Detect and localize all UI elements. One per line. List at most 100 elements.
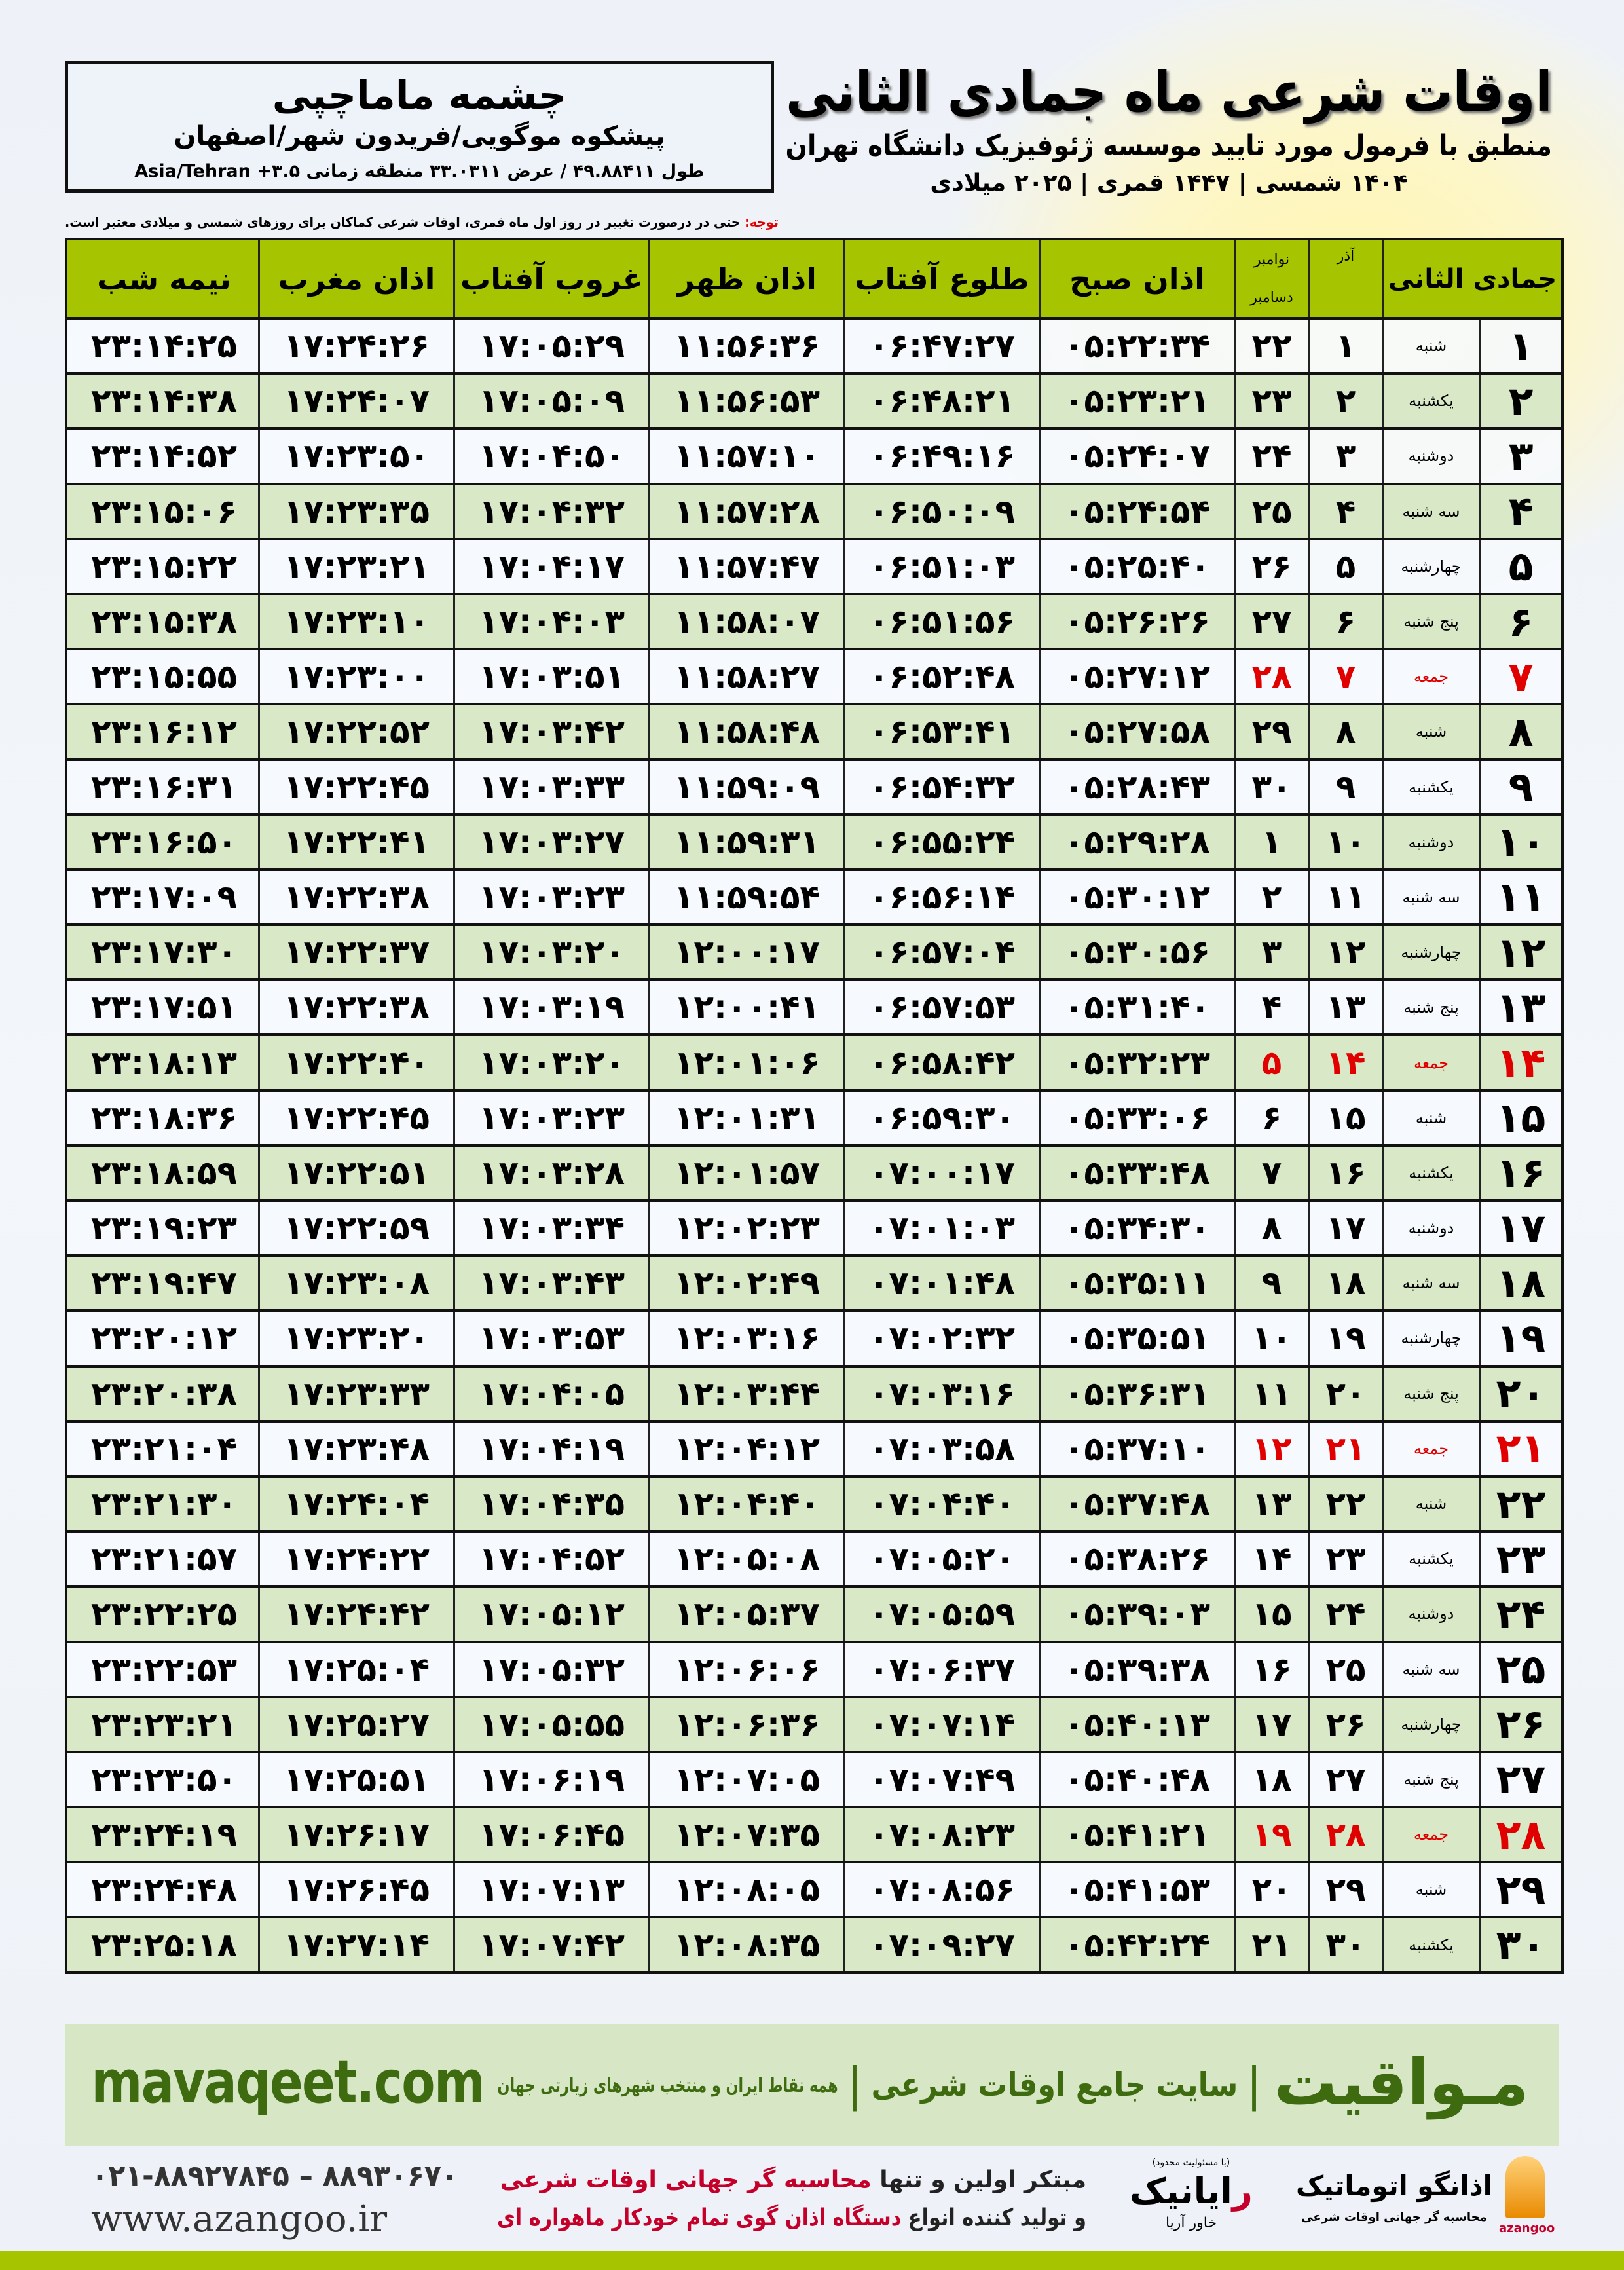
azar-day: ۱۸: [1308, 1257, 1382, 1310]
fajr-time: ۰۵:۳۳:۴۸: [1039, 1146, 1234, 1199]
sunrise-time: ۰۶:۵۷:۰۴: [843, 926, 1039, 979]
midnight-time: ۲۳:۲۱:۰۴: [90, 1429, 238, 1468]
line1-prefix: مبتکر اولین و تنها: [871, 2167, 1086, 2193]
gregorian-day: ۱۱: [1234, 1367, 1308, 1420]
dhuhr-time: ۱۲:۰۸:۰۵: [648, 1863, 843, 1916]
azar-day: ۸: [1308, 705, 1382, 758]
table-header-row: جمادی الثانی آذر نوامبر دسامبر اذان صبح …: [67, 240, 1561, 317]
table-row: ۱۷ دوشنبه ۱۷ ۸ ۰۵:۳۴:۳۰ ۰۷:۰۱:۰۳ ۱۲:۰۲:۲۳ ۱۷:۰۳…: [67, 1199, 1561, 1255]
azar-day: ۱۱: [1308, 870, 1382, 924]
weekday: سه شنبه: [1382, 1257, 1479, 1310]
azar-day: ۲۲: [1308, 1477, 1382, 1531]
sunset-time: ۱۷:۰۳:۵۱: [453, 650, 648, 703]
midnight-time: ۲۳:۱۶:۳۱: [90, 768, 238, 806]
fajr-time: ۰۵:۲۷:۵۸: [1039, 705, 1234, 758]
midnight-time: ۲۳:۲۳:۲۱: [90, 1705, 238, 1743]
gregorian-day: ۱: [1234, 815, 1308, 868]
gregorian-day: ۲۷: [1234, 595, 1308, 648]
maghrib-time: ۱۷:۲۲:۵۲: [258, 705, 453, 758]
dhuhr-time: ۱۱:۵۶:۳۶: [648, 320, 843, 373]
weekday: یکشنبه: [1382, 1918, 1479, 1971]
location-box: چشمه ماماچپی پیشکوه موگویی/فریدون شهر/اص…: [65, 61, 774, 193]
midnight-time: ۲۳:۱۶:۵۰: [90, 823, 238, 861]
table-row: ۲۵ سه شنبه ۲۵ ۱۶ ۰۵:۳۹:۳۸ ۰۷:۰۶:۳۷ ۱۲:۰۶:۰۶ ۱۷:…: [67, 1640, 1561, 1696]
hijri-day: ۱۲: [1479, 926, 1561, 979]
bottom-stripe: [0, 2251, 1624, 2270]
dhuhr-time: ۱۲:۰۷:۰۵: [648, 1753, 843, 1806]
sunset-time: ۱۷:۰۵:۲۹: [453, 320, 648, 373]
sunset-time: ۱۷:۰۴:۳۵: [453, 1477, 648, 1531]
sunset-time: ۱۷:۰۴:۱۷: [453, 540, 648, 593]
maghrib-time: ۱۷:۲۳:۲۰: [258, 1312, 453, 1365]
midnight-time: ۲۳:۲۲:۵۳: [90, 1650, 238, 1688]
gregorian-day: ۱۷: [1234, 1698, 1308, 1751]
hijri-day: ۲۳: [1479, 1533, 1561, 1586]
azar-day: ۲۳: [1308, 1533, 1382, 1586]
gregorian-day: ۲۴: [1234, 430, 1308, 483]
sunrise-time: ۰۶:۵۰:۰۹: [843, 485, 1039, 538]
rayanik-note: (با مسئولیت محدود): [1152, 2157, 1230, 2168]
weekday: پنج شنبه: [1382, 595, 1479, 648]
gregorian-day: ۹: [1234, 1257, 1308, 1310]
maghrib-time: ۱۷:۲۵:۲۷: [258, 1698, 453, 1751]
table-row: ۲۰ پنج شنبه ۲۰ ۱۱ ۰۵:۳۶:۳۱ ۰۷:۰۳:۱۶ ۱۲:۰۳:۴۴ ۱۷…: [67, 1364, 1561, 1420]
azar-day: ۳۰: [1308, 1918, 1382, 1971]
sunrise-time: ۰۶:۴۷:۲۷: [843, 320, 1039, 373]
header-fajr: اذان صبح: [1039, 240, 1234, 317]
azar-day: ۲۰: [1308, 1367, 1382, 1420]
gregorian-day: ۲: [1234, 870, 1308, 924]
hijri-day: ۵: [1479, 540, 1561, 593]
maghrib-time: ۱۷:۲۲:۵۱: [258, 1146, 453, 1199]
weekday: شنبه: [1382, 1091, 1479, 1144]
weekday: چهارشنبه: [1382, 1312, 1479, 1365]
sunset-time: ۱۷:۰۳:۲۳: [453, 870, 648, 924]
fajr-time: ۰۵:۲۴:۰۷: [1039, 430, 1234, 483]
weekday: شنبه: [1382, 705, 1479, 758]
weekday: جمعه: [1382, 1422, 1479, 1475]
azar-day: ۲۸: [1308, 1808, 1382, 1861]
dhuhr-time: ۱۲:۰۰:۱۷: [648, 926, 843, 979]
fajr-time: ۰۵:۲۳:۲۱: [1039, 375, 1234, 428]
gregorian-day: ۵: [1234, 1036, 1308, 1089]
weekday: دوشنبه: [1382, 430, 1479, 483]
table-row: ۲۷ پنج شنبه ۲۷ ۱۸ ۰۵:۴۰:۴۸ ۰۷:۰۷:۴۹ ۱۲:۰۷:۰۵ ۱۷…: [67, 1750, 1561, 1806]
gregorian-day: ۱۴: [1234, 1533, 1308, 1586]
sunset-time: ۱۷:۰۴:۱۹: [453, 1422, 648, 1475]
hijri-day: ۲۸: [1479, 1808, 1561, 1861]
weekday: یکشنبه: [1382, 1146, 1479, 1199]
hijri-day: ۱۷: [1479, 1202, 1561, 1255]
hijri-day: ۱۱: [1479, 870, 1561, 924]
fajr-time: ۰۵:۴۱:۲۱: [1039, 1808, 1234, 1861]
midnight-time: ۲۳:۱۷:۵۱: [90, 988, 238, 1027]
dhuhr-time: ۱۱:۵۷:۴۷: [648, 540, 843, 593]
fajr-time: ۰۵:۴۱:۵۳: [1039, 1863, 1234, 1916]
dhuhr-time: ۱۱:۵۸:۰۷: [648, 595, 843, 648]
fajr-time: ۰۵:۳۵:۱۱: [1039, 1257, 1234, 1310]
dhuhr-time: ۱۲:۰۵:۳۷: [648, 1588, 843, 1641]
maghrib-time: ۱۷:۲۳:۰۸: [258, 1257, 453, 1310]
header-maghrib: اذان مغرب: [258, 240, 453, 317]
dhuhr-time: ۱۱:۵۶:۵۳: [648, 375, 843, 428]
maghrib-time: ۱۷:۲۶:۴۵: [258, 1863, 453, 1916]
separator: |: [847, 2058, 862, 2112]
dhuhr-time: ۱۱:۵۷:۱۰: [648, 430, 843, 483]
sunset-time: ۱۷:۰۳:۲۰: [453, 1036, 648, 1089]
table-row: ۲۸ جمعه ۲۸ ۱۹ ۰۵:۴۱:۲۱ ۰۷:۰۸:۲۳ ۱۲:۰۷:۳۵ ۱۷:۰۶:…: [67, 1806, 1561, 1861]
header-november: نوامبر: [1253, 251, 1290, 268]
sunrise-time: ۰۷:۰۴:۴۰: [843, 1477, 1039, 1531]
hijri-day: ۳: [1479, 430, 1561, 483]
weekday: یکشنبه: [1382, 1533, 1479, 1586]
sunset-time: ۱۷:۰۳:۲۳: [453, 1091, 648, 1144]
sunset-time: ۱۷:۰۳:۳۴: [453, 1202, 648, 1255]
weekday: سه شنبه: [1382, 485, 1479, 538]
dhuhr-time: ۱۱:۵۹:۰۹: [648, 760, 843, 813]
title-block: اوقات شرعی ماه جمادی الثانی منطبق با فرم…: [786, 58, 1552, 200]
fajr-time: ۰۵:۴۲:۲۴: [1039, 1918, 1234, 1971]
azar-day: ۲۷: [1308, 1753, 1382, 1806]
gregorian-day: ۶: [1234, 1091, 1308, 1144]
banner-url-link[interactable]: mavaqeet.com: [91, 2048, 485, 2117]
table-row: ۱۴ جمعه ۱۴ ۵ ۰۵:۳۲:۲۳ ۰۶:۵۸:۴۲ ۱۲:۰۱:۰۶ ۱۷:۰۳:۲…: [67, 1033, 1561, 1089]
dhuhr-time: ۱۱:۵۷:۲۸: [648, 485, 843, 538]
website-link[interactable]: www.azangoo.ir: [91, 2198, 388, 2241]
sunrise-time: ۰۷:۰۶:۳۷: [843, 1643, 1039, 1696]
